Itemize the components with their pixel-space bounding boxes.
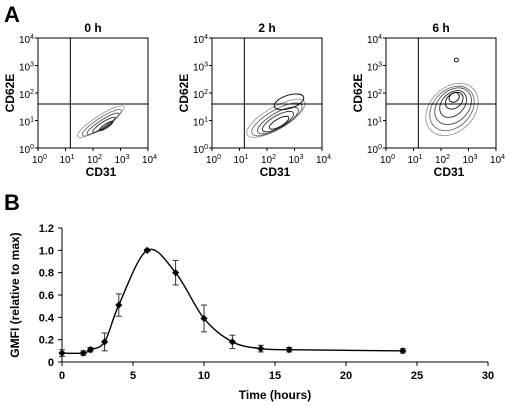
data-point xyxy=(200,314,208,323)
contour-line xyxy=(257,106,299,135)
y-tick-label: 103 xyxy=(193,62,208,74)
y-tick-label: 102 xyxy=(193,89,208,101)
x-tick-label: 100 xyxy=(206,154,221,166)
x-axis-label: CD31 xyxy=(86,165,117,179)
y-tick-label: 1.2 xyxy=(39,223,54,235)
x-tick-label: 101 xyxy=(60,154,75,166)
y-tick-label: 100 xyxy=(193,144,208,156)
y-tick-label: 103 xyxy=(19,62,34,74)
y-tick-label: 0 xyxy=(48,357,54,369)
contour-line xyxy=(434,87,472,126)
data-point xyxy=(86,346,94,354)
y-axis-label: CD62E xyxy=(351,74,365,113)
contour-line xyxy=(448,92,460,103)
flow-plot-0h: 100 101 102 103 104 100 101 102 103 104 0 h CD31 CD6… xyxy=(3,21,157,179)
contour-line xyxy=(439,90,467,118)
y-axis-label: CD62E xyxy=(3,74,17,113)
y-tick-label: 0.4 xyxy=(39,312,55,324)
y-tick-label: 101 xyxy=(19,117,34,129)
panel-b-letter: B xyxy=(4,190,20,215)
y-tick-label: 100 xyxy=(367,144,382,156)
x-axis-label: Time (hours) xyxy=(239,388,311,402)
contour-line xyxy=(425,82,479,137)
data-point xyxy=(399,347,407,355)
contour-line xyxy=(273,93,305,111)
y-tick-label: 0.6 xyxy=(39,290,54,302)
x-tick-label: 103 xyxy=(463,154,478,166)
contour-line xyxy=(453,57,459,63)
contour-line xyxy=(268,115,290,130)
data-point xyxy=(79,349,87,357)
y-axis-label: GMFI (relative to max) xyxy=(8,232,22,357)
x-tick-label: 20 xyxy=(340,370,352,382)
y-tick-label: 101 xyxy=(367,117,382,129)
x-tick-label: 5 xyxy=(130,370,136,382)
x-tick-label: 102 xyxy=(87,154,102,166)
y-axis-label: CD62E xyxy=(177,74,191,113)
x-axis-label: CD31 xyxy=(434,165,465,179)
gmfi-line-chart: 0 0.2 0.4 0.6 0.8 1.0 1.2 0 5 10 15 20 25 30 Time (hou… xyxy=(8,223,494,402)
data-point xyxy=(172,269,180,277)
flow-plot-6h: 100 101 102 103 104 100 101 102 103 104 6 h CD31 CD6… xyxy=(351,21,505,179)
x-tick-label: 25 xyxy=(411,370,423,382)
contour-line xyxy=(92,116,116,133)
plot-title: 0 h xyxy=(84,21,101,35)
x-axis-label: CD31 xyxy=(260,165,291,179)
plot-title: 6 h xyxy=(432,21,449,35)
x-tick-label: 102 xyxy=(435,154,450,166)
x-tick-label: 100 xyxy=(380,154,395,166)
y-tick-label: 0.8 xyxy=(39,268,54,280)
x-tick-label: 101 xyxy=(408,154,423,166)
data-point xyxy=(101,338,109,346)
y-tick-label: 100 xyxy=(19,144,34,156)
x-tick-label: 101 xyxy=(234,154,249,166)
y-tick-label: 104 xyxy=(367,34,382,46)
x-tick-label: 102 xyxy=(261,154,276,166)
x-tick-label: 15 xyxy=(269,370,281,382)
y-tick-label: 103 xyxy=(367,62,382,74)
y-tick-label: 104 xyxy=(193,34,208,46)
x-tick-label: 104 xyxy=(490,154,505,166)
y-tick-label: 104 xyxy=(19,34,34,46)
y-tick-label: 102 xyxy=(367,89,382,101)
x-tick-label: 10 xyxy=(198,370,210,382)
y-tick-label: 102 xyxy=(19,89,34,101)
x-tick-label: 100 xyxy=(32,154,47,166)
x-tick-label: 0 xyxy=(59,370,65,382)
data-point xyxy=(228,338,236,346)
contour-line xyxy=(86,112,120,135)
y-tick-label: 1.0 xyxy=(39,245,54,257)
panel-a-letter: A xyxy=(4,2,20,27)
flow-plot-2h: 100 101 102 103 104 100 101 102 103 104 2 h CD31 CD6… xyxy=(177,21,331,179)
data-point xyxy=(115,301,123,309)
x-tick-label: 30 xyxy=(482,370,494,382)
data-point xyxy=(285,346,293,354)
contour-line xyxy=(444,91,464,110)
contour-line xyxy=(429,85,475,132)
data-point xyxy=(257,345,265,353)
contour-line xyxy=(246,98,306,138)
contour-line xyxy=(99,121,114,131)
x-tick-label: 104 xyxy=(316,154,331,166)
x-tick-label: 104 xyxy=(142,154,157,166)
y-tick-label: 0.2 xyxy=(39,335,54,347)
contour-line xyxy=(262,110,294,133)
data-point xyxy=(58,349,66,357)
x-tick-label: 103 xyxy=(115,154,130,166)
x-tick-label: 103 xyxy=(289,154,304,166)
y-tick-label: 101 xyxy=(193,117,208,129)
data-point xyxy=(143,246,151,254)
plot-title: 2 h xyxy=(258,21,275,35)
